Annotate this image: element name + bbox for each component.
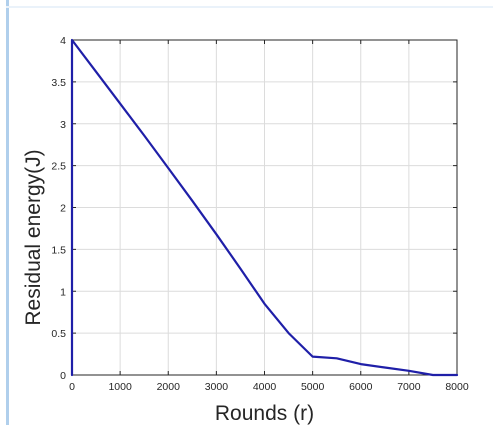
y-tick-label: 0.5 (51, 328, 66, 340)
x-axis-label: Rounds (r) (215, 402, 314, 425)
y-tick-label: 1.5 (51, 244, 66, 256)
y-tick-label: 2.5 (51, 161, 66, 173)
window-top-edge (6, 6, 493, 8)
x-tick-label: 3000 (205, 381, 229, 393)
x-tick-label: 1000 (108, 381, 132, 393)
y-tick-label: 3 (60, 119, 66, 131)
grid-layer (71, 39, 458, 376)
x-tick-label: 7000 (397, 381, 421, 393)
y-tick-label: 1 (60, 286, 66, 298)
y-tick-label: 0 (60, 370, 66, 382)
x-tick-label: 6000 (349, 381, 373, 393)
ticks-layer: 0 1000 2000 3000 4000 5000 6000 7000 8000 0 0.5 1 1.… (51, 35, 468, 393)
y-axis-label: Residual energy(J) (22, 149, 45, 325)
series-line (70, 38, 459, 377)
x-tick-label: 2000 (157, 381, 181, 393)
y-tick-label: 4 (60, 35, 66, 47)
x-tick-label: 0 (69, 381, 75, 393)
series-layer (70, 38, 459, 377)
y-tick-label: 3.5 (51, 77, 66, 89)
x-tick-label: 5000 (301, 381, 325, 393)
window-left-edge (6, 0, 9, 425)
x-tick-label: 8000 (445, 381, 469, 393)
x-tick-label: 4000 (253, 381, 277, 393)
y-tick-label: 2 (60, 203, 66, 215)
